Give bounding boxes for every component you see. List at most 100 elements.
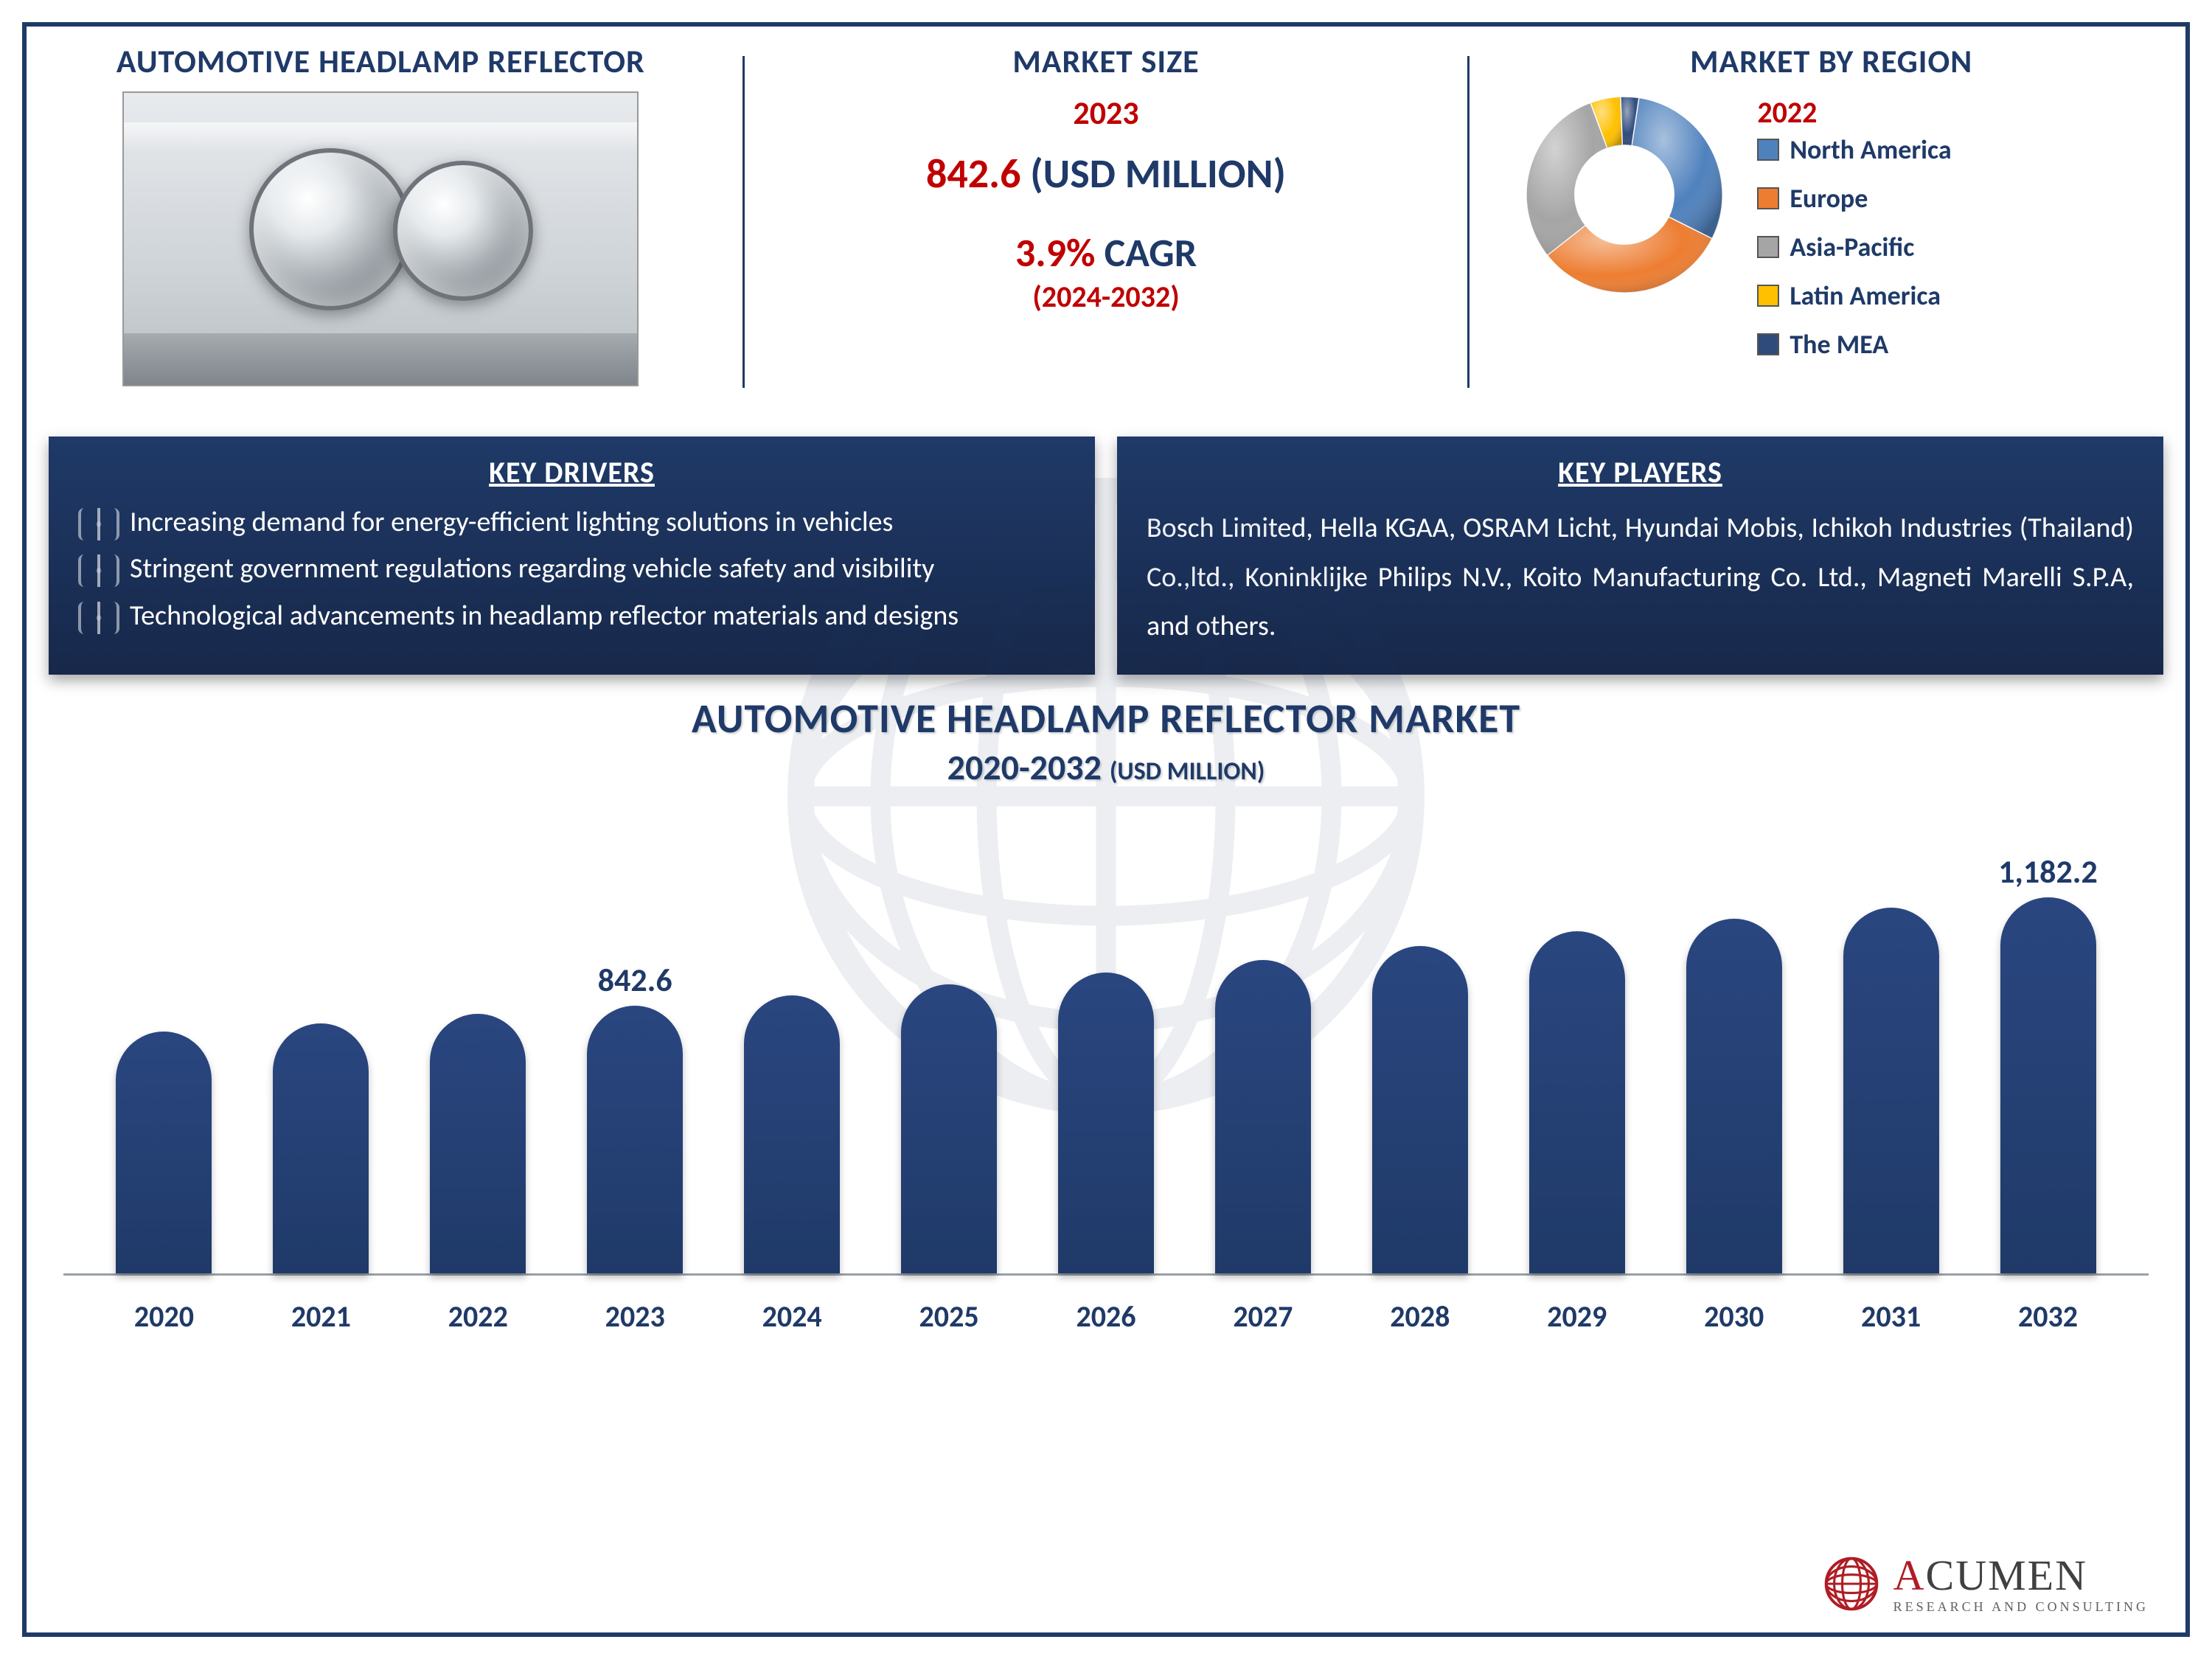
bar bbox=[2000, 897, 2096, 1273]
infographic-frame: AUTOMOTIVE HEADLAMP REFLECTOR MARKET SIZ… bbox=[22, 22, 2190, 1637]
bar-column bbox=[105, 1032, 223, 1273]
bar-chart-unit: (USD MILLION) bbox=[1110, 757, 1265, 787]
cagr-line: 3.9% CAGR bbox=[1015, 229, 1197, 277]
logo-tagline: RESEARCH AND CONSULTING bbox=[1893, 1600, 2149, 1613]
x-axis-label: 2025 bbox=[890, 1298, 1008, 1335]
x-axis-label: 2031 bbox=[1832, 1298, 1950, 1335]
legend-item: Latin America bbox=[1757, 279, 1951, 312]
logo-name: ACUMEN bbox=[1893, 1554, 2149, 1597]
legend-swatch bbox=[1757, 187, 1779, 209]
bars-container: 842.6 1,182.2 bbox=[63, 863, 2149, 1273]
bar-chart-plot: 842.6 1,182.2 bbox=[63, 863, 2149, 1276]
bar-value-label: 1,182.2 bbox=[1998, 852, 2098, 891]
x-axis-label: 2027 bbox=[1204, 1298, 1322, 1335]
x-axis-label: 2029 bbox=[1518, 1298, 1636, 1335]
title-headlamp: AUTOMOTIVE HEADLAMP REFLECTOR bbox=[116, 41, 645, 81]
bar bbox=[1058, 973, 1154, 1273]
driver-item: Stringent government regulations regardi… bbox=[78, 550, 1065, 588]
region-year: 2022 bbox=[1757, 94, 1951, 131]
x-axis-label: 2024 bbox=[733, 1298, 851, 1335]
bar-value-label: 842.6 bbox=[598, 960, 672, 1000]
bar-column bbox=[1204, 960, 1322, 1273]
bar-column bbox=[419, 1014, 537, 1273]
bar-column bbox=[1361, 946, 1479, 1273]
bar-chart-section: AUTOMOTIVE HEADLAMP REFLECTOR MARKET 202… bbox=[49, 694, 2163, 1335]
legend-label: North America bbox=[1790, 133, 1951, 166]
market-size-unit: (USD MILLION) bbox=[1030, 149, 1286, 199]
bar-column bbox=[262, 1023, 380, 1273]
bar-column bbox=[1832, 908, 1950, 1273]
x-axis-label: 2023 bbox=[576, 1298, 694, 1335]
driver-item: Technological advancements in headlamp r… bbox=[78, 597, 1065, 635]
market-size-year: 2023 bbox=[1073, 93, 1138, 133]
top-row: AUTOMOTIVE HEADLAMP REFLECTOR MARKET SIZ… bbox=[49, 41, 2163, 432]
x-axis-label: 2020 bbox=[105, 1298, 223, 1335]
headlamp-image bbox=[122, 91, 639, 386]
region-right: 2022 North America Europe Asia-Pacific Lati… bbox=[1757, 91, 1951, 361]
bar-column bbox=[1047, 973, 1165, 1273]
bar bbox=[1529, 931, 1625, 1273]
divider-1 bbox=[742, 56, 745, 388]
region-left bbox=[1521, 91, 1728, 298]
cagr-label: CAGR bbox=[1105, 229, 1197, 277]
bar-column: 1,182.2 bbox=[1989, 897, 2107, 1273]
key-players-text: Bosch Limited, Hella KGAA, OSRAM Licht, … bbox=[1147, 504, 2134, 651]
bar bbox=[744, 995, 840, 1273]
key-drivers-title: KEY DRIVERS bbox=[78, 454, 1065, 490]
bar bbox=[116, 1032, 212, 1273]
x-axis-label: 2021 bbox=[262, 1298, 380, 1335]
bar-column bbox=[733, 995, 851, 1273]
title-market-size: MARKET SIZE bbox=[1012, 41, 1199, 81]
globe-icon bbox=[1823, 1555, 1880, 1613]
divider-2 bbox=[1467, 56, 1470, 388]
logo-text: ACUMEN RESEARCH AND CONSULTING bbox=[1893, 1554, 2149, 1613]
bar-column bbox=[890, 984, 1008, 1273]
bar-column bbox=[1518, 931, 1636, 1273]
bar bbox=[430, 1014, 526, 1273]
bar-column: 842.6 bbox=[576, 1006, 694, 1273]
region-body: 2022 North America Europe Asia-Pacific Lati… bbox=[1499, 91, 2163, 361]
brand-logo: ACUMEN RESEARCH AND CONSULTING bbox=[1823, 1554, 2149, 1613]
bar bbox=[901, 984, 997, 1273]
legend-label: The MEA bbox=[1790, 328, 1888, 361]
bar bbox=[273, 1023, 369, 1273]
bar bbox=[587, 1006, 683, 1273]
logo-rest: CUMEN bbox=[1926, 1551, 2087, 1599]
key-players-box: KEY PLAYERS Bosch Limited, Hella KGAA, O… bbox=[1117, 437, 2163, 675]
legend-swatch bbox=[1757, 285, 1779, 307]
bar-chart-subtitle: 2020-2032 (USD MILLION) bbox=[49, 745, 2163, 789]
market-size-value: 842.6 bbox=[926, 149, 1021, 199]
bar bbox=[1843, 908, 1939, 1273]
info-boxes-row: KEY DRIVERS Increasing demand for energy… bbox=[49, 437, 2163, 675]
bar bbox=[1372, 946, 1468, 1273]
x-axis-label: 2022 bbox=[419, 1298, 537, 1335]
legend-swatch bbox=[1757, 139, 1779, 161]
cagr-value: 3.9% bbox=[1015, 229, 1096, 277]
x-axis-label: 2030 bbox=[1675, 1298, 1793, 1335]
cagr-range: (2024-2032) bbox=[1032, 279, 1179, 315]
legend-item: The MEA bbox=[1757, 328, 1951, 361]
legend-label: Asia-Pacific bbox=[1790, 231, 1914, 263]
legend-swatch bbox=[1757, 236, 1779, 258]
key-drivers-box: KEY DRIVERS Increasing demand for energy… bbox=[49, 437, 1095, 675]
legend-label: Latin America bbox=[1790, 279, 1941, 312]
col-market-size: MARKET SIZE 2023 842.6 (USD MILLION) 3.9… bbox=[774, 41, 1439, 432]
legend-item: Europe bbox=[1757, 182, 1951, 215]
bar-chart-years: 2020-2032 bbox=[947, 745, 1102, 789]
legend-swatch bbox=[1757, 333, 1779, 355]
bar-chart: 842.6 1,182.2 2020 2021 2022 2023 2024 2025 202… bbox=[63, 804, 2149, 1335]
key-players-title: KEY PLAYERS bbox=[1147, 454, 2134, 490]
col-headlamp: AUTOMOTIVE HEADLAMP REFLECTOR bbox=[49, 41, 713, 432]
bar-chart-title: AUTOMOTIVE HEADLAMP REFLECTOR MARKET bbox=[49, 694, 2163, 744]
bar bbox=[1215, 960, 1311, 1273]
market-size-value-line: 842.6 (USD MILLION) bbox=[926, 149, 1286, 199]
bar-column bbox=[1675, 919, 1793, 1273]
logo-first-letter: A bbox=[1893, 1551, 1926, 1599]
col-region: MARKET BY REGION 2022 North AmericaEurop… bbox=[1499, 41, 2163, 432]
donut-chart bbox=[1521, 91, 1728, 298]
region-legend: North America Europe Asia-Pacific Latin Ame… bbox=[1757, 133, 1951, 361]
legend-item: Asia-Pacific bbox=[1757, 231, 1951, 263]
key-drivers-list: Increasing demand for energy-efficient l… bbox=[78, 504, 1065, 635]
x-axis-label: 2028 bbox=[1361, 1298, 1479, 1335]
driver-item: Increasing demand for energy-efficient l… bbox=[78, 504, 1065, 541]
